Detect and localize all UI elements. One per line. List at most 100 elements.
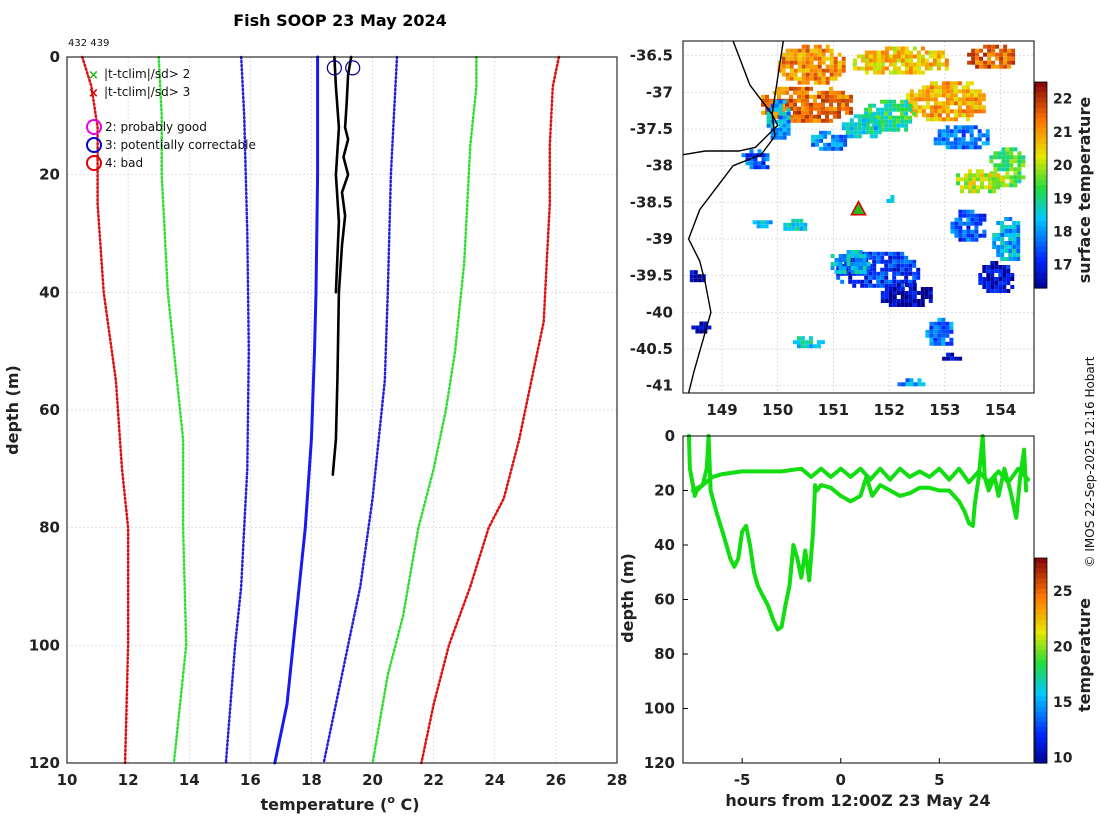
sst-cell	[843, 138, 848, 143]
sst-cell	[813, 56, 818, 61]
sst-colorbar-label: surface temperature	[1075, 97, 1094, 284]
sst-cell	[869, 114, 874, 119]
temperature-colorbar-segment	[1035, 752, 1047, 759]
sst-cell	[913, 101, 918, 106]
sst-cell	[766, 119, 771, 124]
sst-cell	[809, 60, 814, 65]
sst-cell	[888, 46, 893, 51]
sst-cell	[995, 52, 1000, 57]
sst-cell	[1012, 257, 1017, 261]
sst-cell	[966, 225, 971, 230]
sst-cell	[969, 81, 974, 86]
sst-cell	[801, 86, 805, 91]
sst-cell	[1000, 229, 1005, 233]
sst-cell	[837, 52, 842, 57]
sst-cell	[978, 213, 983, 218]
sst-cell	[689, 278, 694, 283]
sst-cell	[1016, 245, 1021, 249]
map-ytick-label: -36.5	[630, 47, 673, 65]
sst-cell	[821, 106, 825, 111]
profile-xtick-label: 22	[423, 771, 444, 789]
sst-cell	[778, 127, 783, 132]
sst-cell	[975, 64, 980, 69]
sst-cell	[1017, 159, 1022, 164]
sst-cell	[953, 113, 958, 118]
sst-cell	[991, 48, 996, 53]
sst-cell	[785, 90, 789, 95]
sst-cell	[954, 356, 959, 361]
sst-cell	[880, 275, 885, 280]
sst-cell	[987, 60, 992, 65]
map-ytick-label: -39.5	[630, 267, 673, 285]
sst-cell	[912, 111, 917, 116]
sst-cell	[900, 123, 905, 128]
sst-cell	[846, 258, 851, 262]
sst-cell	[990, 277, 995, 281]
sst-cell	[795, 222, 800, 227]
sst-cell	[925, 105, 930, 110]
sst-cell	[924, 66, 929, 71]
sst-cell	[765, 102, 769, 107]
sst-cell	[817, 94, 821, 99]
sst-cell	[993, 155, 998, 160]
sst-cell	[1005, 147, 1010, 152]
sst-cell	[904, 283, 909, 287]
sst-cell	[817, 114, 821, 119]
sst-cell	[965, 117, 970, 122]
sst-cell	[904, 275, 909, 280]
sst-cell	[972, 189, 976, 194]
sst-cell	[986, 277, 991, 281]
sst-cell	[880, 127, 885, 132]
sst-cell	[929, 109, 934, 114]
sst-cell	[884, 107, 889, 112]
sst-cell	[929, 97, 934, 102]
sst-cell	[782, 131, 787, 136]
sst-cell	[789, 98, 793, 103]
sst-cell	[913, 382, 918, 387]
temperature-colorbar-segment	[1035, 747, 1047, 754]
sst-cell	[761, 102, 765, 107]
sst-cell	[793, 68, 798, 73]
sst-cell	[825, 106, 829, 111]
sst-cell	[997, 163, 1002, 168]
temperature-colorbar-segment	[1035, 604, 1047, 610]
sst-cell	[936, 66, 941, 71]
sst-cell	[1001, 151, 1006, 156]
sst-cell	[1001, 159, 1006, 164]
sst-cell	[757, 165, 762, 170]
temperature-colorbar-segment	[1035, 588, 1047, 595]
sst-cell	[800, 340, 805, 345]
temperature-colorbar-segment	[1035, 665, 1047, 672]
sst-cell	[836, 275, 841, 280]
sst-cell	[908, 259, 913, 264]
sst-cell	[954, 229, 959, 234]
sst-cell	[991, 44, 996, 49]
sst-cell	[994, 281, 999, 285]
sst-cell	[778, 119, 783, 124]
sst-cell	[913, 105, 918, 110]
sst-cell	[837, 102, 841, 107]
sst-cell	[880, 251, 885, 256]
sst-cell	[973, 125, 978, 130]
sst-cell	[749, 153, 754, 158]
sst-cell	[825, 94, 829, 99]
sst-cell	[819, 134, 824, 139]
sst-cell	[864, 251, 869, 256]
sst-cell	[993, 151, 998, 156]
sst-colorbar-segment	[1035, 159, 1047, 165]
profile-series-clim-1sd	[224, 55, 251, 765]
sst-cell	[845, 98, 849, 103]
sst-cell	[994, 289, 999, 293]
sst-cell	[973, 109, 978, 114]
sst-cell	[989, 159, 994, 164]
sst-cell	[1002, 273, 1007, 277]
sst-cell	[801, 76, 806, 81]
sst-cell	[949, 101, 954, 106]
sst-cell	[864, 283, 869, 288]
sst-colorbar-segment	[1035, 97, 1047, 104]
track-series-depth	[686, 434, 1029, 632]
sst-cell	[813, 64, 818, 69]
sst-cell	[908, 295, 913, 299]
sst-cell	[965, 145, 970, 150]
sst-cell	[837, 64, 842, 69]
